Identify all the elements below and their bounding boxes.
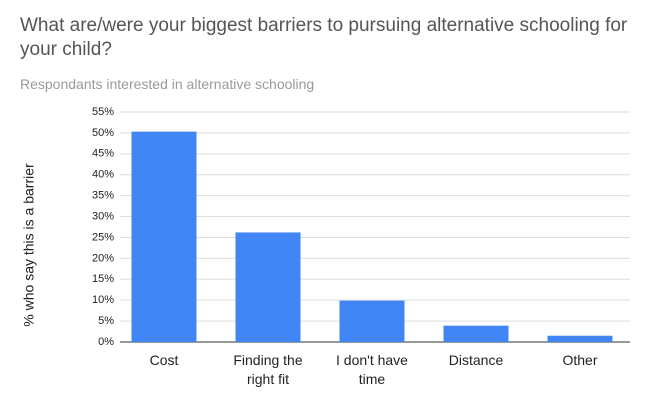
y-tick-label: 40% [92,169,114,181]
x-tick-label: Finding the right fit [233,352,303,387]
chart-subtitle: Respondants interested in alternative sc… [20,76,315,92]
y-axis-label: % who say this is a barrier [21,163,37,327]
x-tick-label: I don't have time [336,352,408,387]
bar [339,300,405,342]
bar [547,335,613,342]
x-tick-label: Other [562,352,598,368]
bar [443,325,509,342]
y-tick-label: 50% [92,127,114,139]
y-tick-label: 10% [92,294,114,306]
y-tick-label: 30% [92,210,114,222]
y-tick-label: 0% [98,336,114,348]
chart-title: What are/were your biggest barriers to p… [20,15,628,60]
y-tick-label: 20% [92,252,114,264]
y-tick-label: 15% [92,273,114,285]
bar [235,232,301,342]
y-tick-label: 25% [92,231,114,243]
y-tick-label: 35% [92,190,114,202]
bar [131,131,197,342]
x-tick-label: Distance [448,352,504,368]
y-tick-label: 5% [98,315,114,327]
x-tick-label: Cost [149,352,179,368]
y-tick-label: 45% [92,148,114,160]
y-tick-label: 55% [92,106,114,118]
